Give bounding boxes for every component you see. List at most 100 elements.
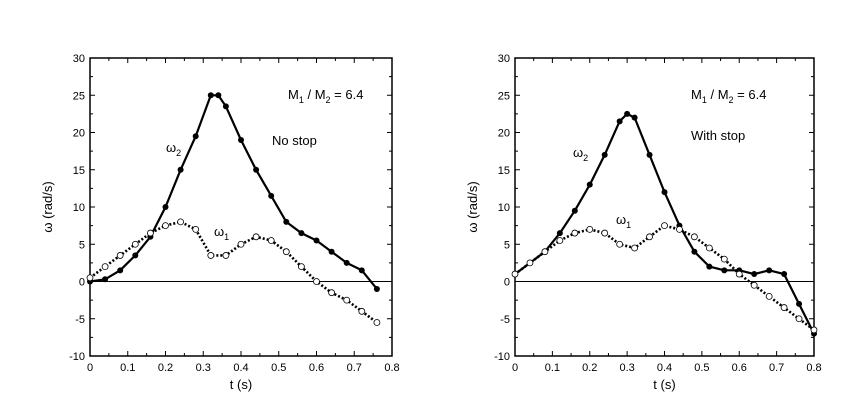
series-line-ω1	[514, 224, 815, 331]
data-point-ω1	[86, 274, 94, 282]
data-point-ω2	[601, 151, 608, 158]
condition-label: With stop	[691, 128, 745, 143]
data-point-ω2	[721, 267, 728, 274]
x-tick-label: 0.3	[619, 362, 634, 374]
y-tick-label: -10	[494, 351, 510, 363]
data-point-ω1	[705, 244, 713, 252]
y-tick-label: 5	[504, 239, 510, 251]
data-point-ω2	[222, 103, 229, 110]
data-point-ω1	[177, 218, 185, 226]
data-point-ω2	[706, 263, 713, 270]
y-tick-label: 15	[498, 165, 510, 177]
data-point-ω1	[661, 222, 668, 230]
x-tick-label: 0.4	[233, 362, 248, 374]
data-point-ω1	[192, 225, 200, 233]
y-tick-label: -10	[69, 351, 85, 363]
x-tick-label: 0.5	[694, 362, 709, 374]
y-tick-label: 25	[73, 90, 85, 102]
data-point-ω2	[215, 92, 222, 99]
series-label-ω2: ω2	[166, 140, 181, 158]
y-tick-label: 10	[73, 202, 85, 214]
data-point-ω2	[343, 259, 350, 266]
plot-frame	[89, 57, 393, 357]
data-point-ω2	[646, 151, 653, 158]
data-point-ω2	[766, 267, 773, 274]
data-point-ω1	[676, 225, 683, 233]
data-point-ω2	[586, 181, 593, 188]
x-tick-label: 0.5	[271, 362, 286, 374]
data-point-ω2	[162, 204, 169, 210]
data-point-ω1	[556, 237, 564, 244]
data-point-ω1	[237, 240, 245, 248]
data-point-ω2	[661, 189, 668, 196]
y-tick-label: -5	[75, 314, 85, 326]
y-tick-label: 0	[79, 277, 85, 289]
y-tick-label: -5	[500, 314, 510, 326]
x-axis-title: t (s)	[653, 377, 675, 392]
data-point-ω2	[328, 248, 335, 255]
data-point-ω2	[192, 133, 199, 140]
data-point-ω1	[720, 255, 728, 263]
data-point-ω2	[571, 207, 578, 214]
data-point-ω2	[358, 267, 365, 274]
mass-ratio-label: M1 / M2 = 6.4	[691, 87, 766, 105]
data-point-ω1	[131, 240, 139, 248]
data-point-ω2	[117, 267, 124, 274]
data-point-ω2	[691, 248, 698, 255]
data-point-ω1	[601, 229, 609, 237]
x-tick-label: 0.4	[657, 362, 672, 374]
chart-panel-1: 0 0.1 0.2 0.3 0.4 0.5 0.6 0.7 0.8 -10 -5 0 5 10 15 20 25…	[40, 53, 400, 392]
x-axis-title: t (s)	[230, 377, 252, 392]
x-tick-label: 0.8	[806, 362, 821, 374]
data-point-ω2	[781, 271, 788, 278]
x-tick-label: 0.7	[769, 362, 784, 374]
data-point-ω2	[624, 110, 631, 117]
series-line-ω2	[514, 112, 815, 335]
data-point-ω1	[358, 307, 366, 315]
x-tick-label: 0.3	[196, 362, 211, 374]
data-point-ω1	[328, 289, 336, 297]
series-label-ω1: ω1	[214, 224, 229, 242]
data-point-ω1	[222, 252, 230, 259]
data-point-ω1	[586, 225, 594, 233]
data-point-ω1	[162, 222, 169, 230]
series-label-ω2: ω2	[573, 145, 588, 163]
series-line-ω1	[89, 220, 378, 324]
data-point-ω1	[780, 304, 788, 311]
y-tick-label: 20	[498, 128, 510, 140]
data-point-ω1	[526, 259, 534, 267]
data-point-ω1	[795, 315, 803, 323]
data-point-ω2	[373, 285, 380, 292]
data-point-ω2	[556, 230, 563, 237]
y-tick-label: 0	[504, 277, 510, 289]
data-point-ω2	[313, 237, 320, 244]
y-tick-label: 25	[498, 90, 510, 102]
x-tick-label: 0.6	[309, 362, 324, 374]
data-point-ω2	[102, 276, 109, 283]
data-point-ω1	[646, 233, 653, 241]
data-point-ω1	[631, 244, 638, 252]
data-point-ω2	[177, 166, 184, 173]
data-point-ω1	[267, 237, 275, 244]
x-tick-label: 0.7	[347, 362, 362, 374]
data-point-ω1	[750, 281, 758, 289]
data-point-ω2	[616, 118, 623, 125]
data-point-ω1	[511, 270, 519, 278]
data-point-ω1	[116, 252, 124, 259]
condition-label: No stop	[272, 133, 317, 148]
data-point-ω1	[252, 233, 260, 241]
data-point-ω1	[373, 319, 381, 326]
y-axis-title: ω (rad/s)	[465, 181, 480, 232]
y-tick-label: 15	[73, 165, 85, 177]
data-point-ω2	[796, 300, 803, 307]
data-point-ω2	[253, 166, 260, 173]
x-tick-label: 0	[87, 362, 93, 374]
data-point-ω1	[101, 263, 109, 271]
data-point-ω1	[282, 248, 290, 256]
x-tick-label: 0.6	[732, 362, 747, 374]
x-tick-label: 0.1	[120, 362, 135, 374]
data-point-ω2	[132, 252, 139, 259]
data-point-ω2	[268, 192, 275, 199]
data-point-ω1	[313, 278, 320, 285]
